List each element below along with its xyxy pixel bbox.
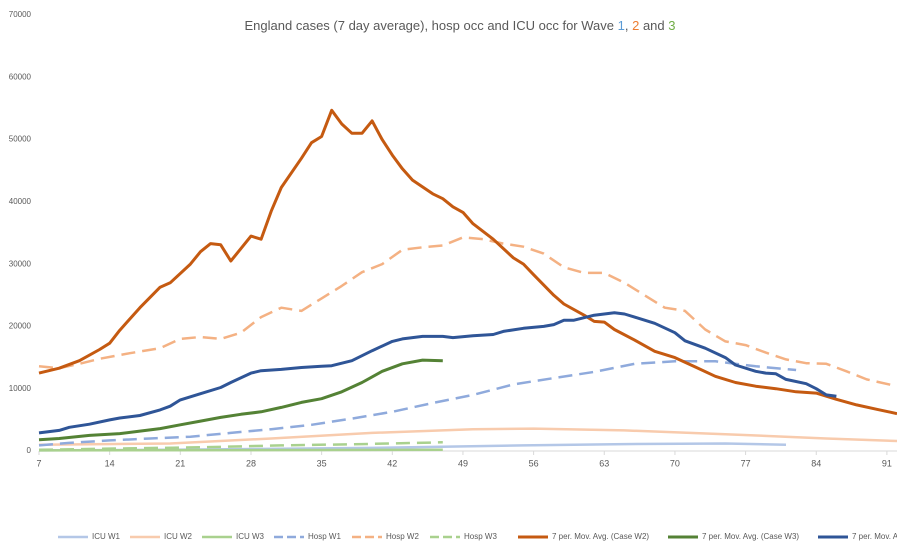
x-tick-label: 70 <box>670 458 680 468</box>
legend-label: Hosp W2 <box>386 532 419 541</box>
x-tick-label: 49 <box>458 458 468 468</box>
series-line <box>38 311 837 435</box>
legend-label: Hosp W3 <box>464 532 497 541</box>
series-line <box>38 236 897 388</box>
chart-title: England cases (7 day average), hosp occ … <box>245 18 676 33</box>
legend-label: 7 per. Mov. Avg. (Case W2) <box>552 532 649 541</box>
x-tick-label: 84 <box>811 458 821 468</box>
title-part: , <box>625 18 632 33</box>
title-part: and <box>639 18 668 33</box>
legend-label: ICU W2 <box>164 532 193 541</box>
title-part: 3 <box>668 18 675 33</box>
series-line <box>38 441 443 452</box>
x-tick-label: 35 <box>317 458 327 468</box>
series-line <box>38 358 443 442</box>
x-tick-label: 7 <box>36 458 41 468</box>
series-line <box>38 427 897 447</box>
series-line <box>38 360 797 447</box>
x-tick-label: 14 <box>105 458 115 468</box>
legend-label: ICU W1 <box>92 532 121 541</box>
x-tick-label: 63 <box>599 458 609 468</box>
x-tick-label: 28 <box>246 458 256 468</box>
legend-label: 7 per. Mov. Avg. (Case W3) <box>702 532 799 541</box>
x-tick-label: 42 <box>387 458 397 468</box>
legend-label: 7 per. Mov. Avg. (Case W1) <box>852 532 897 541</box>
x-tick-label: 21 <box>175 458 185 468</box>
y-tick-label: 60000 <box>9 72 32 81</box>
y-tick-label: 20000 <box>9 322 32 331</box>
series-line <box>38 448 443 452</box>
y-tick-label: 70000 <box>9 10 32 19</box>
y-tick-label: 10000 <box>9 384 32 393</box>
x-tick-label: 91 <box>882 458 892 468</box>
x-tick-label: 56 <box>529 458 539 468</box>
title-part: England cases (7 day average), hosp occ … <box>245 18 618 33</box>
title-part: 2 <box>632 18 639 33</box>
legend-label: ICU W3 <box>236 532 265 541</box>
y-tick-label: 40000 <box>9 197 32 206</box>
y-tick-label: 30000 <box>9 259 32 268</box>
y-tick-label: 0 <box>27 446 32 455</box>
series-line <box>38 108 897 416</box>
x-tick-label: 77 <box>741 458 751 468</box>
legend-label: Hosp W1 <box>308 532 341 541</box>
title-part: 1 <box>618 18 625 33</box>
y-tick-label: 50000 <box>9 135 32 144</box>
